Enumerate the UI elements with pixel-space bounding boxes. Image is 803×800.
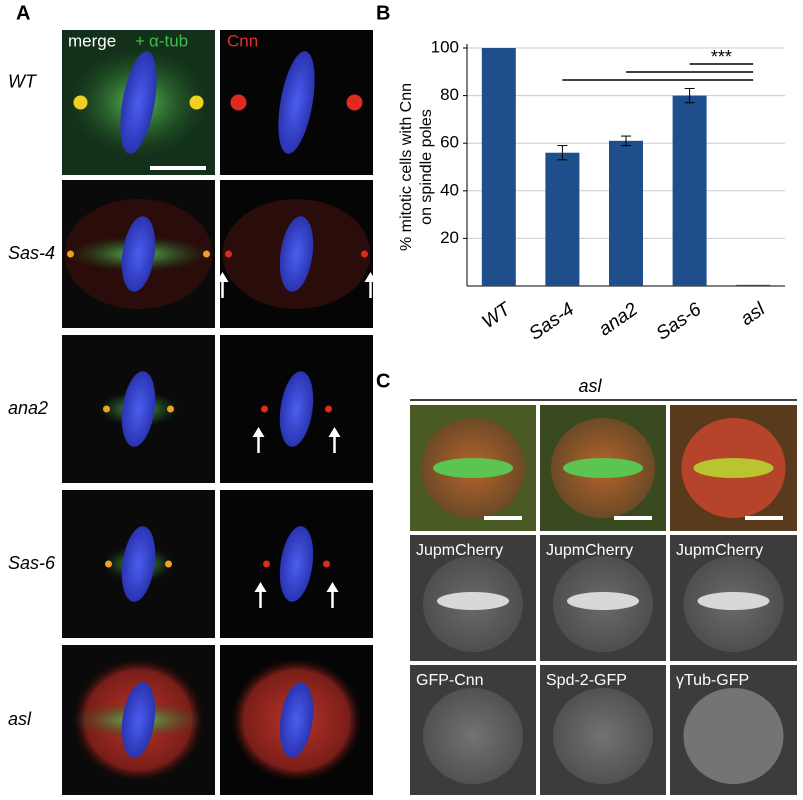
chromosomes	[279, 216, 314, 292]
panel-label: C	[376, 370, 390, 392]
bar	[736, 284, 771, 286]
x-tick-label: ana2	[595, 299, 642, 341]
chromosomes	[121, 682, 156, 758]
channel-label: Spd-2-GFP	[546, 672, 627, 689]
error-bar	[684, 87, 695, 104]
error-bar	[621, 135, 631, 147]
centrosome	[323, 560, 330, 568]
x-tick-label: asl	[737, 299, 770, 331]
cell	[683, 688, 784, 784]
spindle	[567, 592, 639, 610]
spindle	[437, 592, 509, 610]
chromosomes	[121, 526, 156, 602]
channel-label: JupmCherry	[416, 542, 503, 559]
arrow-head	[216, 272, 229, 282]
centrosome	[325, 405, 332, 413]
centrosome	[230, 94, 247, 111]
row-label: Sas-4	[8, 243, 55, 263]
row-label: asl	[8, 709, 32, 729]
arrow-head	[328, 427, 341, 437]
spindle	[433, 458, 513, 478]
channel-label: merge	[68, 31, 116, 50]
spindle	[693, 458, 774, 478]
channel-label: +	[135, 31, 145, 50]
genotype-label: asl	[578, 376, 602, 396]
arrow-head	[326, 582, 339, 592]
arrow-head	[254, 582, 267, 592]
bar	[545, 152, 580, 286]
chromosomes	[121, 216, 156, 292]
channel-label: Cnn	[227, 31, 258, 50]
chromosomes	[279, 682, 314, 758]
arrow-head	[364, 272, 377, 282]
centrosome	[105, 560, 112, 568]
panel-label: A	[16, 2, 30, 24]
centrosome	[189, 95, 204, 110]
chromosomes	[279, 371, 314, 447]
error-bar	[557, 145, 568, 161]
x-tick-label: Sas-6	[653, 299, 706, 345]
chromosomes	[121, 371, 156, 447]
row-label: WT	[8, 71, 38, 91]
centrosome	[103, 405, 110, 413]
channel-label: α-tub	[149, 31, 188, 50]
cell	[423, 688, 523, 784]
micrographs	[62, 30, 797, 795]
row-label: Sas-6	[8, 553, 56, 573]
y-tick-label: 60	[440, 133, 459, 152]
centrosome	[261, 405, 268, 413]
arrow-head	[252, 427, 265, 437]
y-tick-label: 100	[431, 37, 459, 56]
centrosome	[263, 560, 270, 568]
centrosome	[346, 94, 363, 111]
centrosome	[361, 250, 368, 258]
bar	[609, 140, 643, 286]
centrosome	[167, 405, 174, 413]
x-tick-label: Sas-4	[525, 299, 578, 345]
panel-label: B	[376, 2, 390, 24]
chromosomes	[278, 51, 315, 154]
centrosome	[73, 95, 88, 110]
significance: ***	[711, 47, 732, 67]
channel-label: JupmCherry	[676, 542, 763, 559]
chromosomes	[120, 51, 157, 154]
channel-label: JupmCherry	[546, 542, 633, 559]
y-tick-label: 20	[440, 228, 459, 247]
x-tick-label: WT	[478, 298, 515, 333]
bar	[672, 95, 707, 286]
centrosome	[165, 560, 172, 568]
centrosome	[225, 250, 232, 258]
spindle	[697, 592, 770, 610]
y-axis-label-line: % mitotic cells with Cnn	[398, 83, 415, 251]
row-label: ana2	[8, 398, 48, 418]
y-tick-label: 40	[440, 180, 459, 199]
centrosome	[203, 250, 210, 258]
y-tick-label: 80	[440, 85, 459, 104]
centrosome	[67, 250, 74, 258]
spindle	[563, 458, 643, 478]
chromosomes	[279, 526, 314, 602]
cell	[553, 688, 653, 784]
y-axis-label: % mitotic cells with Cnn on spindle poles	[398, 83, 435, 251]
y-axis-label-line: on spindle poles	[418, 109, 435, 225]
bar	[481, 48, 516, 286]
channel-label: γTub-GFP	[676, 672, 749, 689]
channel-label: GFP-Cnn	[416, 672, 484, 689]
